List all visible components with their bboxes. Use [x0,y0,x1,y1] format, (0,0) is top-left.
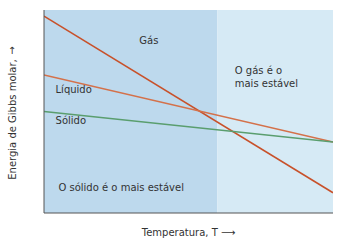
annotation: O gás é omais estável [235,65,298,89]
series-label: Sólido [56,115,86,126]
plot-area [44,10,333,213]
x-axis [44,213,333,214]
region [44,10,217,213]
line [44,16,333,193]
chart: Gás Líquido Sólido O sólido é o mais estáve… [0,0,343,245]
y-axis-label: Energia de Gibbs molar, [7,59,18,180]
series-label: Gás [139,35,158,46]
line [44,75,333,142]
annotation: O sólido é o mais estável [58,181,184,192]
series-label: Líquido [56,84,92,95]
line [44,112,333,142]
x-axis-label: Temperatura, T ⟶ [141,227,236,238]
y-axis-label-arrow: ↑ [8,45,16,56]
y-axis [44,10,45,213]
